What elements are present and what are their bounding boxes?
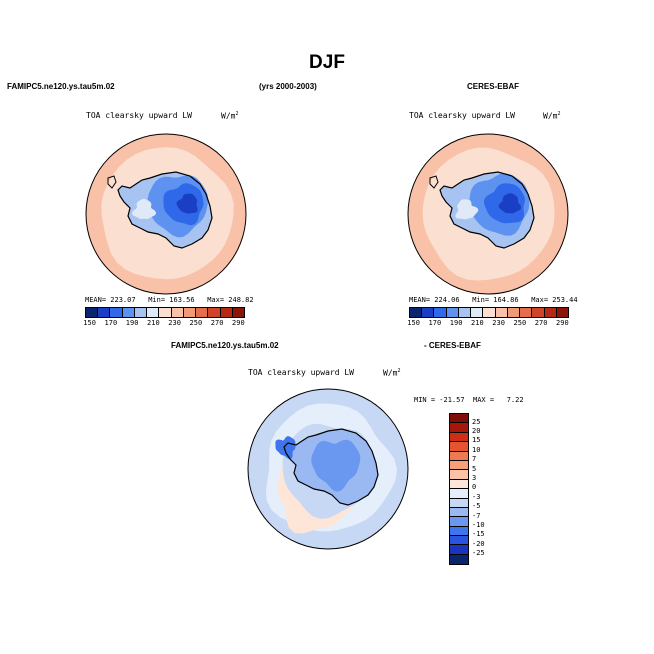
colorbar-tick-label: 7 — [472, 455, 477, 464]
obs-polar-map — [407, 133, 569, 295]
colorbar-swatch — [471, 308, 484, 317]
colorbar-tick-label: 190 — [125, 319, 139, 327]
colorbar-swatch — [422, 308, 435, 317]
years-header: (yrs 2000-2003) — [259, 82, 317, 91]
diff-colorbar-labels: 25 20 15 10 7 5 3 0 -3 -5 -7 -10 -15 -20 -25 — [472, 413, 485, 557]
colorbar-tick-label: 210 — [471, 319, 484, 327]
colorbar-tick-label: -7 — [472, 511, 481, 520]
colorbar-tick-label: 250 — [189, 319, 203, 327]
diff-obs-header: - CERES-EBAF — [424, 341, 481, 350]
colorbar-swatch — [159, 308, 172, 317]
model-stats: MEAN= 223.07 Min= 163.56 Max= 248.82 — [85, 296, 254, 304]
colorbar-tick-label: 290 — [232, 319, 245, 327]
diff-units: W/m2 — [383, 368, 401, 378]
obs-colorbar — [409, 307, 569, 318]
colorbar-swatch — [410, 308, 423, 317]
colorbar-tick-label: 190 — [449, 319, 463, 327]
colorbar-swatch — [450, 554, 468, 565]
colorbar-swatch — [458, 308, 472, 317]
colorbar-tick-label: 290 — [556, 319, 569, 327]
model-units: W/m2 — [221, 111, 239, 121]
colorbar-tick-label: 230 — [168, 319, 181, 327]
colorbar-swatch — [134, 308, 148, 317]
colorbar-tick-label: 20 — [472, 427, 481, 436]
colorbar-swatch — [450, 442, 468, 452]
colorbar-swatch — [208, 308, 221, 317]
colorbar-swatch — [450, 536, 468, 546]
colorbar-swatch — [446, 308, 459, 317]
diff-plot-title: TOA clearsky upward LW — [248, 368, 354, 377]
colorbar-swatch — [450, 479, 468, 490]
colorbar-tick-label: -20 — [472, 539, 485, 548]
colorbar-swatch — [556, 308, 569, 317]
model-plot-title: TOA clearsky upward LW — [86, 111, 192, 120]
colorbar-tick-label: 170 — [104, 319, 118, 327]
colorbar-tick-label: 250 — [513, 319, 527, 327]
colorbar-swatch — [450, 517, 468, 527]
colorbar-tick-label: 15 — [472, 436, 481, 445]
colorbar-swatch — [434, 308, 447, 317]
model-colorbar-labels: 150 170 190 210 230 250 270 290 — [79, 319, 249, 327]
colorbar-tick-label: 150 — [83, 319, 96, 327]
diff-polar-map — [247, 388, 409, 550]
colorbar-tick-label: 270 — [210, 319, 224, 327]
colorbar-tick-label: 270 — [534, 319, 548, 327]
model-case-header: FAMIPC5.ne120.ys.tau5m.02 — [7, 82, 115, 91]
colorbar-tick-label: -15 — [472, 530, 485, 539]
colorbar-swatch — [450, 432, 468, 443]
colorbar-swatch — [450, 507, 468, 518]
colorbar-tick-label: -10 — [472, 520, 485, 529]
obs-stats: MEAN= 224.06 Min= 164.86 Max= 253.44 — [409, 296, 578, 304]
obs-units: W/m2 — [543, 111, 561, 121]
colorbar-swatch — [507, 308, 521, 317]
colorbar-tick-label: 210 — [147, 319, 160, 327]
colorbar-tick-label: 10 — [472, 445, 481, 454]
colorbar-swatch — [520, 308, 533, 317]
colorbar-swatch — [183, 308, 197, 317]
colorbar-swatch — [532, 308, 545, 317]
colorbar-tick-label: -5 — [472, 502, 481, 511]
colorbar-tick-label: -25 — [472, 549, 485, 558]
colorbar-swatch — [495, 308, 508, 317]
colorbar-swatch — [171, 308, 184, 317]
model-polar-map — [85, 133, 247, 295]
colorbar-swatch — [450, 489, 468, 499]
colorbar-swatch — [450, 526, 468, 537]
colorbar-swatch — [450, 423, 468, 433]
colorbar-swatch — [450, 414, 468, 424]
colorbar-swatch — [220, 308, 233, 317]
model-colorbar — [85, 307, 245, 318]
colorbar-swatch — [122, 308, 135, 317]
colorbar-tick-label: -3 — [472, 492, 481, 501]
colorbar-tick-label: 0 — [472, 483, 477, 492]
diff-colorbar — [449, 413, 469, 566]
colorbar-swatch — [450, 470, 468, 480]
colorbar-swatch — [86, 308, 99, 317]
colorbar-swatch — [232, 308, 245, 317]
colorbar-tick-label: 3 — [472, 474, 477, 483]
obs-header: CERES-EBAF — [467, 82, 520, 91]
colorbar-swatch — [98, 308, 111, 317]
colorbar-tick-label: 25 — [472, 417, 481, 426]
colorbar-swatch — [544, 308, 557, 317]
colorbar-swatch — [196, 308, 209, 317]
colorbar-tick-label: 5 — [472, 464, 477, 473]
obs-plot-title: TOA clearsky upward LW — [409, 111, 515, 120]
colorbar-swatch — [450, 498, 468, 508]
colorbar-tick-label: 150 — [407, 319, 420, 327]
colorbar-swatch — [450, 460, 468, 471]
figure-title: DJF — [309, 52, 345, 73]
obs-colorbar-labels: 150 170 190 210 230 250 270 290 — [403, 319, 573, 327]
colorbar-tick-label: 170 — [428, 319, 442, 327]
colorbar-tick-label: 230 — [492, 319, 505, 327]
diff-case-header: FAMIPC5.ne120.ys.tau5m.02 — [171, 341, 279, 350]
diff-stats: MIN = -21.57 MAX = 7.22 — [414, 396, 524, 404]
colorbar-swatch — [147, 308, 160, 317]
colorbar-swatch — [483, 308, 496, 317]
colorbar-swatch — [450, 451, 468, 461]
colorbar-swatch — [110, 308, 123, 317]
colorbar-swatch — [450, 545, 468, 555]
